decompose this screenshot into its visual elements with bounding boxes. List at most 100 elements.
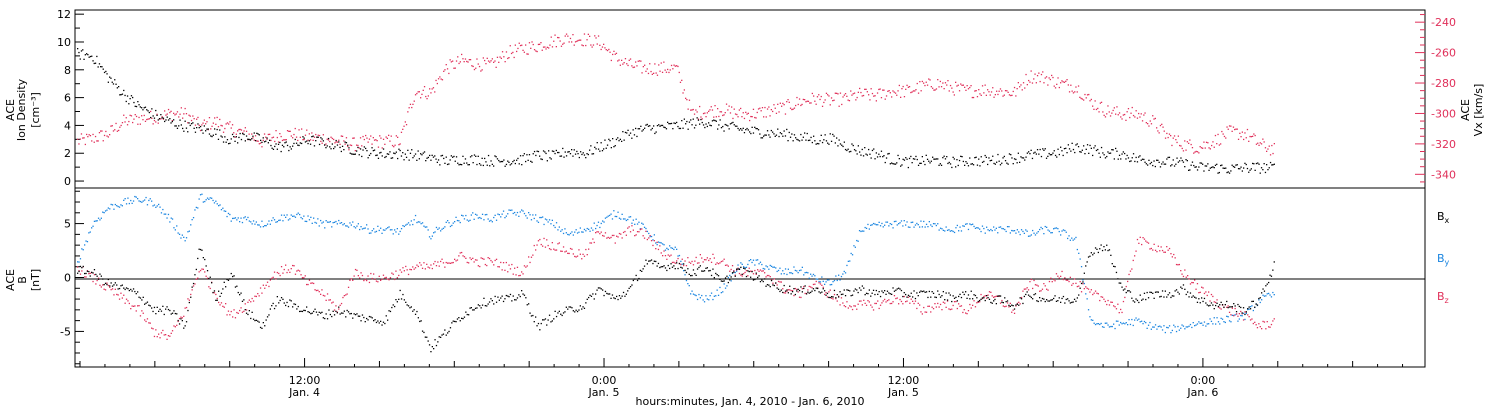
- density-point: [615, 138, 618, 141]
- bx-point: [706, 267, 708, 269]
- velocity-point: [688, 99, 691, 101]
- velocity-point: [994, 94, 996, 96]
- density-point: [829, 133, 831, 135]
- by-point: [779, 267, 781, 269]
- velocity-point: [824, 99, 826, 101]
- density-point: [171, 120, 173, 123]
- velocity-point: [946, 84, 948, 86]
- by-point: [737, 264, 739, 266]
- velocity-point: [1044, 77, 1046, 79]
- density-point: [613, 146, 615, 148]
- bz-point: [1046, 288, 1048, 290]
- bx-point: [452, 320, 454, 322]
- density-point: [439, 164, 441, 166]
- velocity-point: [93, 141, 95, 143]
- bz-point: [944, 302, 946, 304]
- velocity-point: [190, 119, 193, 122]
- by-point: [304, 220, 306, 222]
- bx-point: [1146, 291, 1148, 294]
- by-point: [843, 270, 845, 273]
- bz-point: [178, 317, 181, 320]
- velocity-point: [558, 37, 560, 39]
- density-point: [339, 146, 341, 149]
- density-point: [624, 131, 627, 134]
- by-point: [1040, 226, 1042, 229]
- bz-point: [659, 245, 661, 247]
- bx-point: [440, 336, 442, 338]
- bx-point: [945, 292, 947, 294]
- bz-point: [972, 304, 974, 306]
- bx-point: [1212, 304, 1214, 306]
- by-point: [1216, 317, 1218, 319]
- density-point: [798, 140, 801, 142]
- by-point: [692, 293, 695, 295]
- density-point: [1058, 153, 1060, 156]
- velocity-point: [962, 84, 964, 86]
- bx-point: [635, 274, 637, 277]
- density-point: [352, 153, 354, 155]
- velocity-point: [436, 82, 438, 85]
- bz-point: [1215, 301, 1217, 304]
- density-point: [1157, 159, 1159, 161]
- velocity-point: [1222, 133, 1224, 135]
- bz-point: [635, 234, 637, 236]
- density-point: [897, 154, 899, 157]
- bz-point: [338, 308, 340, 310]
- velocity-point: [876, 92, 879, 94]
- density-point: [722, 125, 724, 128]
- by-point: [691, 290, 693, 292]
- density-point: [738, 129, 740, 131]
- density-point: [704, 126, 706, 129]
- bz-point: [361, 274, 364, 277]
- bz-point: [726, 264, 728, 266]
- by-point: [709, 295, 711, 297]
- velocity-point: [644, 64, 646, 66]
- by-point: [269, 223, 271, 225]
- by-point: [808, 277, 810, 279]
- by-point: [1156, 328, 1158, 330]
- bx-point: [326, 318, 329, 320]
- density-point: [1061, 150, 1063, 152]
- bz-point: [188, 299, 190, 301]
- bx-point: [130, 288, 132, 291]
- density-point: [966, 162, 968, 164]
- density-point: [693, 127, 696, 129]
- velocity-point: [189, 115, 191, 117]
- density-point: [105, 70, 107, 73]
- velocity-point: [1054, 87, 1057, 89]
- bz-point: [606, 237, 608, 239]
- bz-point: [384, 277, 386, 279]
- bz-point: [811, 287, 813, 289]
- bz-point: [296, 270, 298, 272]
- bx-point: [1242, 307, 1245, 309]
- velocity-point: [427, 95, 429, 97]
- bz-point: [413, 268, 415, 270]
- by-point: [1164, 331, 1166, 334]
- density-point: [796, 138, 798, 141]
- bz-point: [864, 302, 866, 304]
- by-point: [1068, 235, 1070, 237]
- field-tick-label: 5: [64, 218, 71, 231]
- velocity-point: [1228, 125, 1231, 127]
- density-point: [1198, 166, 1200, 168]
- velocity-point: [1246, 128, 1249, 131]
- by-point: [687, 283, 689, 285]
- bz-point: [449, 262, 452, 264]
- bz-point: [1175, 263, 1178, 266]
- bz-point: [1265, 328, 1267, 330]
- bx-point: [1111, 263, 1113, 265]
- density-point: [841, 144, 843, 146]
- bx-point: [597, 287, 600, 289]
- density-point: [834, 142, 836, 144]
- bz-point: [259, 287, 262, 289]
- density-point: [198, 127, 200, 129]
- by-point: [127, 197, 129, 199]
- bx-point: [1094, 247, 1097, 249]
- bz-point: [138, 305, 140, 307]
- by-point: [941, 228, 943, 230]
- density-point: [388, 153, 390, 155]
- by-point: [708, 299, 710, 301]
- density-point: [423, 151, 426, 153]
- by-point: [860, 230, 862, 233]
- by-point: [650, 235, 653, 238]
